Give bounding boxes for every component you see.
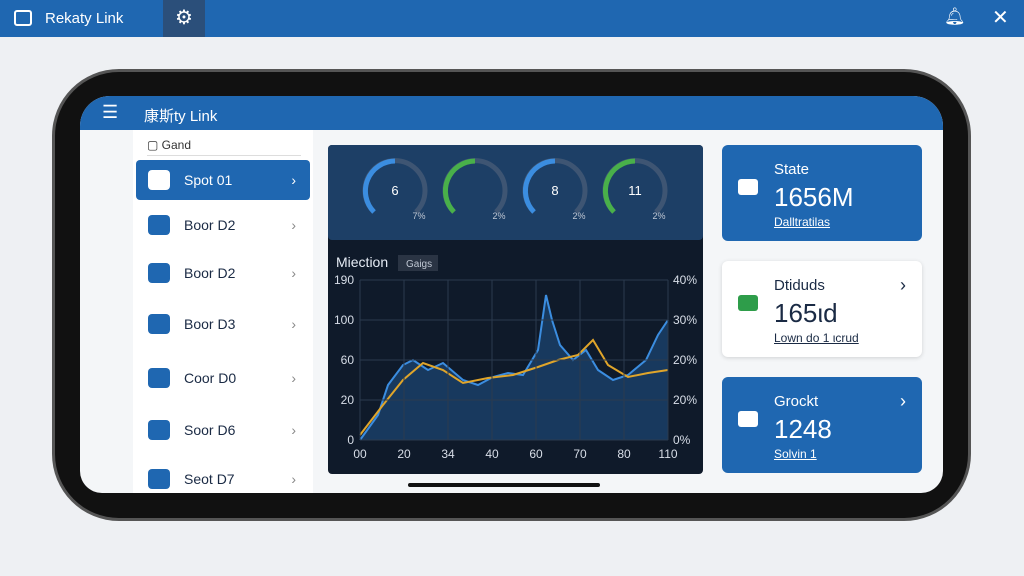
app-header: ☰ 康斯ty Link — [80, 96, 943, 130]
menu-icon — [148, 368, 170, 388]
menu-label: Boor D3 — [184, 316, 236, 332]
gauge-value: 6 — [391, 183, 398, 198]
chevron: › — [900, 275, 906, 295]
card-subtitle: Solvin 1 — [774, 447, 817, 461]
stat-card[interactable]: Grockt 1248 Solvin 1 › — [722, 377, 922, 473]
card-title: Dtiduds — [774, 277, 825, 294]
y2-label: 20% — [673, 393, 697, 407]
panel-title: Miection — [336, 254, 388, 270]
menu-label: Boor D2 — [184, 217, 236, 233]
x-label: 80 — [617, 447, 631, 461]
menu-item[interactable]: Boor D3 › — [136, 304, 310, 344]
phone-screen: ☰ 康斯ty Link ▢ Gand Spot 01 › Boor D2 › Boor … — [80, 96, 943, 493]
card-value: 165ιd — [774, 298, 838, 328]
menu-item[interactable]: Boor D2 › — [136, 253, 310, 293]
menu-label: Seot D7 — [184, 471, 235, 487]
y2-label: 0% — [673, 433, 691, 447]
gauge-arc — [442, 158, 476, 214]
card-icon — [738, 411, 758, 427]
search-box[interactable]: ▢ Gand — [147, 138, 301, 156]
menu-item[interactable]: Seot D7 › — [136, 459, 310, 493]
x-label: 34 — [441, 447, 455, 461]
card-subtitle: Dalltratilas — [774, 215, 831, 229]
menu-label: Spot 01 — [184, 172, 233, 188]
gauge-arc — [522, 158, 556, 214]
chevron: › — [291, 172, 296, 188]
home-indicator — [408, 483, 600, 487]
y-label: 190 — [334, 273, 354, 287]
card-icon — [738, 179, 758, 195]
gauge-value: 8 — [551, 183, 558, 198]
gauge-arc — [362, 158, 396, 214]
menu-button[interactable]: ☰ — [102, 102, 119, 122]
card-subtitle: Lown do 1 ιcrud — [774, 331, 859, 345]
gauge-unit: 2% — [652, 211, 665, 221]
menu-icon — [148, 314, 170, 334]
y-label: 20 — [341, 393, 355, 407]
chevron: › — [291, 316, 296, 332]
stat-card[interactable]: State 1656M Dalltratilas — [722, 145, 922, 241]
chevron: › — [291, 471, 296, 487]
y-label: 0 — [347, 433, 354, 447]
y-label: 60 — [341, 353, 355, 367]
card-value: 1656M — [774, 182, 854, 212]
x-label: 20 — [397, 447, 411, 461]
title-bar: Rekaty Link ⚙ 🔔︎ ✕ — [0, 0, 1024, 37]
menu-label: Coor D0 — [184, 370, 237, 386]
card-value: 1248 — [774, 414, 832, 444]
dashboard-panel: Miection Gaigs 6 7% 2% 8 2% 11 2% 190 100 60 20 0 40… — [328, 145, 703, 474]
x-label: 40 — [485, 447, 499, 461]
y2-label: 40% — [673, 273, 697, 287]
menu-label: Boor D2 — [184, 265, 236, 281]
gauge-strip — [328, 145, 703, 240]
close-button[interactable]: ✕ — [992, 7, 1009, 29]
gauge-unit: 2% — [572, 211, 585, 221]
window-title: Rekaty Link — [45, 10, 124, 27]
menu-icon — [148, 263, 170, 283]
menu-item[interactable]: Boor D2 › — [136, 205, 310, 245]
menu-label: Soor D6 — [184, 422, 236, 438]
card-title: Grockt — [774, 393, 819, 410]
card-title: State — [774, 161, 810, 178]
chevron: › — [900, 391, 906, 411]
gauge-unit: 2% — [492, 211, 505, 221]
x-label: 60 — [529, 447, 543, 461]
card-icon — [738, 295, 758, 311]
panel-tag-bg — [398, 255, 438, 271]
x-label: 00 — [353, 447, 367, 461]
gauge-unit: 7% — [412, 211, 425, 221]
x-label: 70 — [573, 447, 587, 461]
menu-item[interactable]: Coor D0 › — [136, 358, 310, 398]
orange-line — [359, 338, 669, 436]
menu-icon — [148, 170, 170, 190]
area-fill — [360, 295, 668, 440]
gauge-value: 11 — [628, 183, 642, 198]
chevron: › — [291, 265, 296, 281]
stat-card[interactable]: Dtiduds 165ιd Lown do 1 ιcrud › — [722, 261, 922, 357]
chevron: › — [291, 370, 296, 386]
search-text: Gand — [161, 138, 192, 152]
y2-label: 30% — [673, 313, 697, 327]
blue-line — [359, 294, 669, 441]
gauge-arc — [602, 158, 636, 214]
bell-button[interactable]: 🔔︎ — [944, 7, 966, 26]
menu-icon — [148, 469, 170, 489]
menu-item[interactable]: Spot 01 › — [136, 160, 310, 200]
chevron: › — [291, 422, 296, 438]
y-label: 100 — [334, 313, 354, 327]
menu-icon — [148, 420, 170, 440]
panel-tag: Gaigs — [406, 259, 432, 270]
app-icon — [14, 10, 32, 26]
app-title: 康斯ty Link — [144, 108, 218, 125]
sidebar: ▢ Gand Spot 01 › Boor D2 › Boor D2 › Boor D3 › C… — [133, 130, 313, 493]
menu-icon — [148, 215, 170, 235]
settings-button[interactable]: ⚙ — [163, 0, 205, 37]
y2-label: 20% — [673, 353, 697, 367]
x-label: 110 — [658, 447, 677, 461]
chevron: › — [291, 217, 296, 233]
menu-item[interactable]: Soor D6 › — [136, 410, 310, 450]
